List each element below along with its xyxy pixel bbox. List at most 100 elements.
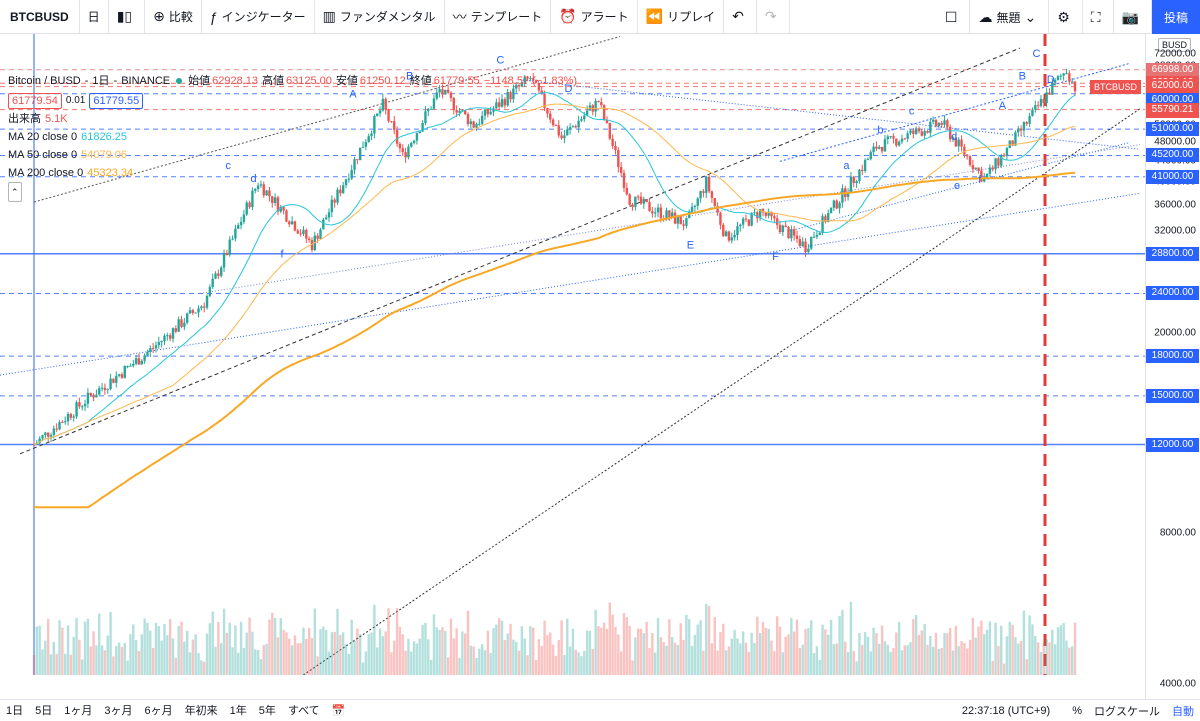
volume-bar — [948, 628, 952, 675]
volume-bar — [151, 648, 155, 675]
volume-bar — [489, 652, 492, 675]
candle-body — [807, 248, 810, 253]
volume-bar — [46, 618, 50, 675]
volume-bar — [889, 651, 892, 675]
range-button[interactable]: 5日 — [35, 705, 53, 717]
candle-body — [211, 278, 214, 288]
candle-body — [251, 190, 254, 208]
candle-body — [58, 422, 61, 430]
volume-bar — [605, 628, 609, 675]
trend-line — [519, 79, 1141, 150]
candle-body — [44, 432, 47, 436]
candle-body — [954, 137, 958, 147]
candle-body — [220, 267, 223, 276]
volume-bar — [914, 614, 918, 675]
candle-body — [149, 348, 152, 353]
compare-button[interactable]: ⊕ 比較 — [145, 0, 202, 34]
settings-button[interactable]: ⚙ — [1049, 0, 1083, 34]
volume-bar — [49, 654, 53, 675]
trend-line — [33, 36, 621, 203]
volume-bar — [188, 652, 192, 675]
undo-button[interactable]: ↶ — [724, 0, 757, 34]
volume-bar — [350, 619, 353, 675]
price-tick: 36000.00 — [1154, 199, 1196, 211]
log-scale-toggle[interactable]: ログスケール — [1094, 705, 1160, 718]
candle-body — [710, 191, 714, 198]
plus-circle-icon: ⊕ — [153, 8, 165, 24]
candle-body — [78, 402, 81, 407]
volume-bar — [427, 639, 430, 675]
volume-bar — [486, 630, 490, 675]
candle-body — [55, 428, 58, 430]
templates-label: テンプレート — [470, 10, 543, 24]
volume-bar — [557, 639, 560, 675]
snapshot-button[interactable]: 📷 — [1114, 0, 1152, 34]
range-button[interactable]: 5年 — [258, 705, 276, 717]
auto-scale-toggle[interactable]: 自動 — [1172, 705, 1194, 718]
candle-body — [719, 212, 722, 225]
publish-button[interactable]: 投稿 — [1152, 0, 1200, 34]
candle-body — [767, 211, 770, 216]
volume-bar — [875, 633, 878, 675]
templates-button[interactable]: 〰テンプレート — [445, 0, 552, 34]
volume-bar — [653, 652, 657, 675]
clock[interactable]: 22:37:18 (UTC+9) — [961, 704, 1051, 717]
candle-body — [1039, 99, 1043, 107]
range-button[interactable]: 3ヶ月 — [104, 705, 133, 717]
ask-box[interactable]: 61779.55 — [89, 93, 144, 109]
volume-bar — [455, 628, 458, 675]
volume-bar — [625, 617, 629, 675]
ma20-label: MA 20 close 0 — [8, 131, 78, 143]
chart-type-button[interactable]: ▮▯ — [109, 0, 146, 34]
volume-bar — [205, 633, 209, 675]
date-range-button[interactable]: 📅 — [326, 704, 352, 717]
layout-name-button[interactable]: ☁ 無題 ⌄ — [970, 0, 1050, 34]
candle-body — [1048, 92, 1051, 95]
volume-bar — [906, 645, 909, 675]
fundamentals-button[interactable]: ▥ ファンダメンタル — [315, 0, 445, 34]
candle-body — [722, 224, 725, 237]
range-button[interactable]: 1年 — [229, 705, 247, 717]
volume-bar — [903, 645, 907, 675]
range-button[interactable]: 年初来 — [184, 705, 218, 717]
symbol-search[interactable]: BTCBUSD — [0, 0, 80, 34]
volume-bar — [217, 622, 220, 675]
alert-button[interactable]: ⏰ アラート — [551, 0, 638, 34]
volume-bar — [895, 632, 898, 675]
legend-collapse[interactable]: ⌃ — [8, 182, 577, 202]
indicators-button[interactable]: ƒ インジケーター — [202, 0, 315, 34]
candle-body — [602, 105, 606, 120]
candle-body — [926, 131, 929, 133]
layout-toggle-button[interactable]: ☐ — [937, 0, 971, 34]
interval-button[interactable]: 日 — [80, 0, 109, 34]
volume-bar — [807, 628, 810, 675]
range-button[interactable]: 1ヶ月 — [64, 705, 93, 717]
bid-box[interactable]: 61779.54 — [8, 93, 62, 109]
candle-body — [676, 216, 680, 224]
candle-body — [381, 98, 385, 111]
candle-body — [299, 233, 302, 235]
candle-body — [526, 77, 529, 79]
fullscreen-button[interactable]: ⛶ — [1083, 0, 1114, 34]
candle-body — [1000, 155, 1003, 166]
candle-body — [268, 190, 271, 197]
chevron-up-icon[interactable]: ⌃ — [8, 182, 22, 202]
currency-badge[interactable]: BUSD — [1158, 38, 1192, 52]
range-button[interactable]: すべて — [287, 705, 320, 717]
close-value: 61779.55 — [433, 75, 480, 87]
range-button[interactable]: 1日 — [6, 705, 24, 717]
trend-line — [19, 47, 1021, 455]
candle-body — [988, 167, 992, 174]
replay-button[interactable]: ⏪ リプレイ — [638, 0, 725, 34]
redo-button[interactable]: ↷ — [757, 0, 790, 34]
candle-body — [444, 89, 447, 95]
candle-body — [798, 239, 802, 246]
percent-toggle[interactable]: % — [1072, 704, 1082, 717]
candle-body — [256, 185, 260, 189]
price-axis[interactable]: BUSD 72000.0068000.0064000.0052000.00480… — [1145, 34, 1200, 699]
range-button[interactable]: 6ヶ月 — [144, 705, 173, 717]
volume-bar — [1025, 659, 1028, 675]
volume-bar — [690, 645, 694, 675]
